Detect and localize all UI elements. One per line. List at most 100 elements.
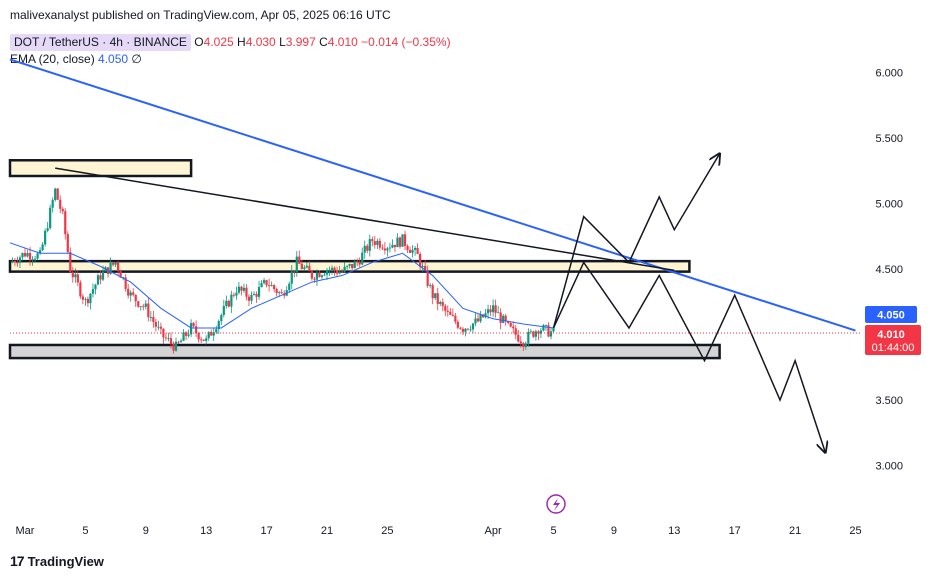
candle-56: [152, 310, 155, 328]
candle-118: [308, 261, 311, 272]
candle-111: [290, 265, 293, 290]
candle-69: [184, 331, 188, 341]
candle-169: [436, 287, 439, 311]
candle-211: [542, 323, 545, 332]
candle-99: [260, 280, 263, 288]
candle-15: [49, 204, 52, 230]
candle-1: [13, 258, 17, 266]
lightning-icon[interactable]: [546, 494, 566, 514]
candle-46: [127, 283, 130, 299]
countdown-text: 01:44:00: [872, 342, 915, 354]
candle-2: [16, 256, 19, 267]
chart-legend: DOT / TetherUS · 4h · BINANCE O4.025 H4.…: [10, 34, 451, 68]
zone-2: [8, 343, 721, 360]
candle-175: [451, 308, 454, 317]
candle-155: [401, 234, 404, 247]
candle-52: [142, 303, 145, 311]
candle-202: [519, 336, 522, 348]
candle-96: [252, 291, 256, 296]
candle-67: [179, 338, 183, 343]
candle-116: [303, 265, 306, 272]
candle-64: [172, 341, 175, 354]
published-date: Apr 05, 2025 06:16 UTC: [260, 8, 391, 22]
candle-123: [320, 274, 324, 280]
last-price-text: 4.010: [877, 329, 905, 341]
zone-0: [8, 159, 193, 178]
candle-90: [237, 282, 241, 295]
candle-208: [534, 329, 537, 341]
candle-85: [225, 295, 228, 309]
candle-140: [363, 240, 366, 259]
candle-4: [21, 252, 24, 261]
candle-28: [81, 293, 84, 305]
publisher-name: malivexanalyst: [10, 8, 89, 22]
candle-184: [474, 312, 477, 327]
candle-101: [265, 279, 268, 288]
candle-122: [318, 270, 321, 278]
tradingview-logo[interactable]: 17 TradingView: [10, 553, 104, 569]
candle-144: [373, 235, 376, 249]
candle-151: [391, 239, 394, 249]
candle-210: [539, 327, 543, 339]
candle-27: [79, 280, 82, 299]
trendline-0: [9, 58, 856, 332]
candle-36: [101, 265, 105, 282]
candle-33: [94, 283, 97, 295]
candle-19: [59, 195, 62, 214]
candle-38: [106, 267, 110, 278]
projection-path-1: [552, 260, 826, 452]
candle-21: [64, 208, 67, 240]
candle-117: [305, 261, 308, 269]
candle-133: [346, 265, 349, 270]
candle-136: [353, 259, 356, 269]
candle-182: [469, 325, 472, 332]
candle-91: [240, 285, 243, 296]
candle-77: [205, 335, 208, 345]
candle-23: [69, 247, 72, 273]
candle-177: [456, 319, 459, 330]
candle-183: [471, 322, 475, 334]
x-tick-label: 9: [611, 525, 617, 537]
y-tick-label: 5.500: [875, 133, 903, 145]
symbol-label[interactable]: DOT / TetherUS · 4h · BINANCE: [10, 34, 191, 51]
candle-60: [162, 328, 165, 344]
candle-139: [361, 247, 364, 265]
ema-label[interactable]: EMA (20, close): [10, 52, 95, 66]
candle-110: [288, 281, 291, 293]
ema-line: [9, 242, 554, 329]
y-tick-label: 6.000: [875, 68, 903, 80]
candle-65: [174, 337, 178, 352]
x-tick-label: 13: [668, 525, 680, 537]
x-tick-label: 9: [143, 525, 149, 537]
candle-137: [356, 258, 359, 267]
candle-213: [547, 322, 550, 338]
candle-20: [61, 206, 64, 215]
candle-40: [111, 262, 115, 267]
trendline-1: [55, 167, 675, 272]
candle-49: [134, 294, 137, 307]
candle-158: [408, 246, 412, 254]
candle-11: [39, 247, 42, 255]
candle-152: [393, 244, 397, 253]
candle-58: [157, 320, 160, 331]
candle-146: [378, 237, 381, 251]
x-tick-label: 17: [260, 525, 272, 537]
candle-8: [31, 256, 34, 266]
low-label: L: [279, 35, 286, 49]
candle-143: [371, 236, 374, 247]
candle-130: [338, 265, 341, 275]
candle-89: [235, 286, 238, 300]
candle-84: [222, 299, 225, 318]
candle-147: [381, 244, 384, 251]
candle-132: [343, 262, 346, 273]
candle-125: [325, 267, 329, 281]
candle-0: [11, 257, 14, 264]
candle-57: [154, 318, 157, 332]
high-value: 4.030: [245, 35, 276, 49]
candle-72: [192, 321, 195, 329]
candle-190: [489, 304, 492, 316]
candle-129: [335, 266, 339, 277]
candle-103: [270, 281, 273, 287]
candle-68: [182, 328, 185, 341]
